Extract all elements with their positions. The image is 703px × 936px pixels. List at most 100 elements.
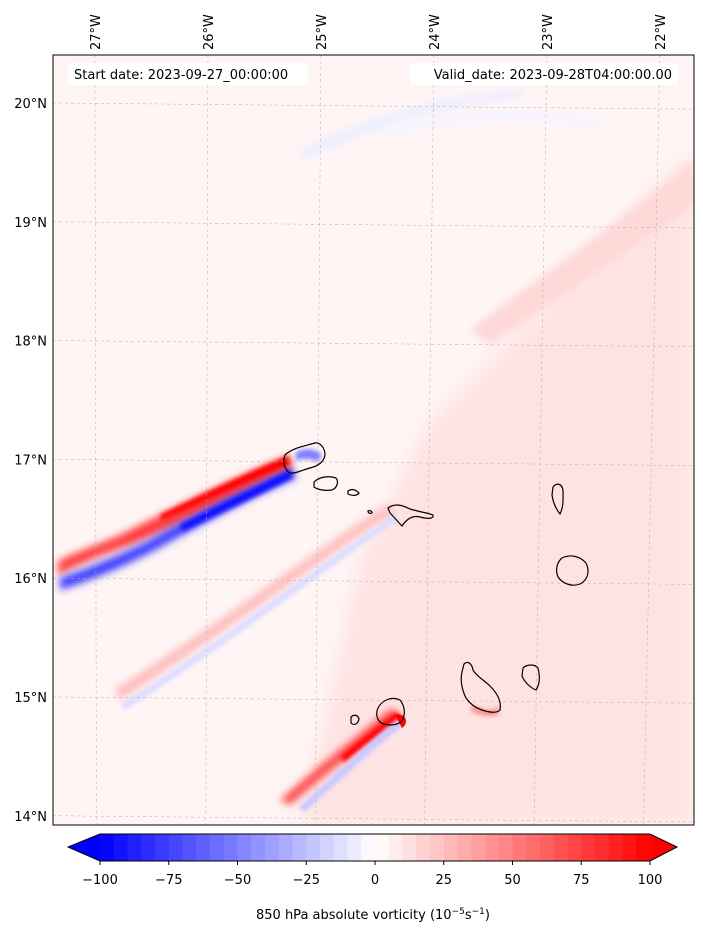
colorbar-segment-18 xyxy=(347,834,362,861)
colorbar-segment-26 xyxy=(457,834,472,861)
colorbar-segment-5 xyxy=(168,834,183,861)
gridline-lat-6 xyxy=(53,102,694,110)
gridline-lat-1 xyxy=(53,696,694,704)
field-fogo-wake-positive xyxy=(280,708,400,805)
lon-tick-label-5: 22°W xyxy=(654,14,669,50)
island-sal xyxy=(551,483,564,516)
colorbar-tick-label-4: 0 xyxy=(371,873,379,888)
colorbar-segment-22 xyxy=(402,834,417,861)
colorbar-segment-0 xyxy=(100,834,115,861)
colorbar-segment-39 xyxy=(636,834,651,861)
lat-tick-label-3: 17°N xyxy=(14,453,47,468)
colorbar-segment-10 xyxy=(237,834,252,861)
gridline-lat-5 xyxy=(53,221,694,229)
colorbar-segment-1 xyxy=(113,834,128,861)
colorbar-tick-label-8: 100 xyxy=(638,873,663,888)
island-brava xyxy=(350,714,360,725)
lon-tick-label-4: 23°W xyxy=(541,14,556,50)
annotation-right: Valid_date: 2023-09-28T04:00:00.00 xyxy=(434,68,672,83)
annotation-right-box xyxy=(410,63,678,85)
colorbar-segment-37 xyxy=(608,834,623,861)
gridline-lon-2 xyxy=(314,55,322,825)
gridline-lat-0 xyxy=(53,815,694,823)
island-santo-antao xyxy=(283,442,326,474)
colorbar-segments xyxy=(68,834,677,861)
colorbar-tick-label-1: −75 xyxy=(155,873,182,888)
lat-tick-label-0: 14°N xyxy=(14,810,47,825)
colorbar-label: 850 hPa absolute vorticity (10−5s−1) xyxy=(256,907,490,923)
colorbar-tick-label-5: 25 xyxy=(435,873,452,888)
colorbar-tick-label-6: 50 xyxy=(504,873,521,888)
colorbar-segment-28 xyxy=(485,834,500,861)
longitude-ticks: 27°W 26°W 25°W 24°W 23°W 22°W xyxy=(89,14,669,50)
colorbar-segment-12 xyxy=(265,834,280,861)
colorbar-segment-20 xyxy=(375,834,390,861)
lon-tick-label-3: 24°W xyxy=(428,14,443,50)
colorbar-segment-7 xyxy=(196,834,211,861)
colorbar-label-sup2: −1 xyxy=(472,907,485,917)
island-sao-nicolau xyxy=(387,504,434,527)
colorbar-segment-8 xyxy=(210,834,225,861)
gridline-lon-3 xyxy=(424,55,435,825)
colorbar-segment-16 xyxy=(320,834,335,861)
colorbar-segment-19 xyxy=(361,834,376,861)
colorbar-segment-4 xyxy=(155,834,170,861)
island-fogo xyxy=(376,697,405,726)
latitude-ticks: 14°N 15°N 16°N 17°N 18°N 19°N 20°N xyxy=(14,97,47,825)
lon-tick-label-1: 26°W xyxy=(202,14,217,50)
field-sao-nicolau-wake-negative xyxy=(121,514,398,710)
island-raso xyxy=(367,510,373,514)
colorbar-segment-27 xyxy=(471,834,486,861)
gridlines xyxy=(53,55,694,825)
colorbar-segment-2 xyxy=(127,834,142,861)
colorbar-tick-label-3: −25 xyxy=(293,873,320,888)
colorbar-segment-3 xyxy=(141,834,156,861)
lon-tick-label-2: 25°W xyxy=(315,14,330,50)
field-north-weak-negative-2 xyxy=(380,111,600,138)
gridline-lat-2 xyxy=(53,577,694,585)
island-boa-vista xyxy=(556,555,589,586)
gridline-lon-5 xyxy=(643,55,661,825)
island-sao-vicente xyxy=(313,476,338,491)
colorbar-label-mid: s xyxy=(465,908,472,923)
colorbar-segment-17 xyxy=(333,834,348,861)
colorbar-segment-31 xyxy=(526,834,541,861)
colorbar-tick-label-2: −50 xyxy=(224,873,251,888)
field-santo-antao-east-negative xyxy=(296,449,322,462)
colorbar-segment-9 xyxy=(223,834,238,861)
annotation-left-box xyxy=(68,63,308,85)
colorbar-ticks: −100 −75 −50 −25 0 25 50 75 100 xyxy=(82,861,662,888)
colorbar-segment-30 xyxy=(512,834,527,861)
colorbar-segment-11 xyxy=(251,834,266,861)
colorbar-segment-35 xyxy=(581,834,596,861)
gridline-lon-0 xyxy=(94,55,97,825)
field-sao-nicolau-wake-positive xyxy=(114,503,395,700)
colorbar-segment-15 xyxy=(306,834,321,861)
colorbar-segment-25 xyxy=(443,834,458,861)
field-santo-antao-wake-negative-core xyxy=(180,470,293,531)
lon-tick-label-0: 27°W xyxy=(89,14,104,50)
island-santa-luzia xyxy=(347,488,360,496)
field-santo-antao-wake-positive-core xyxy=(160,456,290,520)
gridline-lat-4 xyxy=(53,340,694,348)
colorbar-segment-13 xyxy=(278,834,293,861)
colorbar-segment-38 xyxy=(622,834,637,861)
lat-tick-label-5: 19°N xyxy=(14,216,47,231)
colorbar-segment-23 xyxy=(416,834,431,861)
colorbar-segment-29 xyxy=(498,834,513,861)
colorbar-label-end: ) xyxy=(485,908,490,923)
colorbar-segment-21 xyxy=(388,834,403,861)
gridline-lon-4 xyxy=(533,55,548,825)
colorbar: −100 −75 −50 −25 0 25 50 75 100 850 hPa absolute… xyxy=(66,833,679,923)
lat-tick-label-4: 18°N xyxy=(14,335,47,350)
lat-tick-label-1: 15°N xyxy=(14,691,47,706)
colorbar-tick-label-0: −100 xyxy=(82,873,118,888)
colorbar-extend-low xyxy=(68,834,100,861)
islands xyxy=(283,442,589,726)
colorbar-segment-36 xyxy=(595,834,610,861)
colorbar-label-sup1: −5 xyxy=(452,907,465,917)
colorbar-segment-6 xyxy=(182,834,197,861)
gridline-lon-1 xyxy=(205,55,209,825)
field-east-positive-zone xyxy=(300,150,694,825)
